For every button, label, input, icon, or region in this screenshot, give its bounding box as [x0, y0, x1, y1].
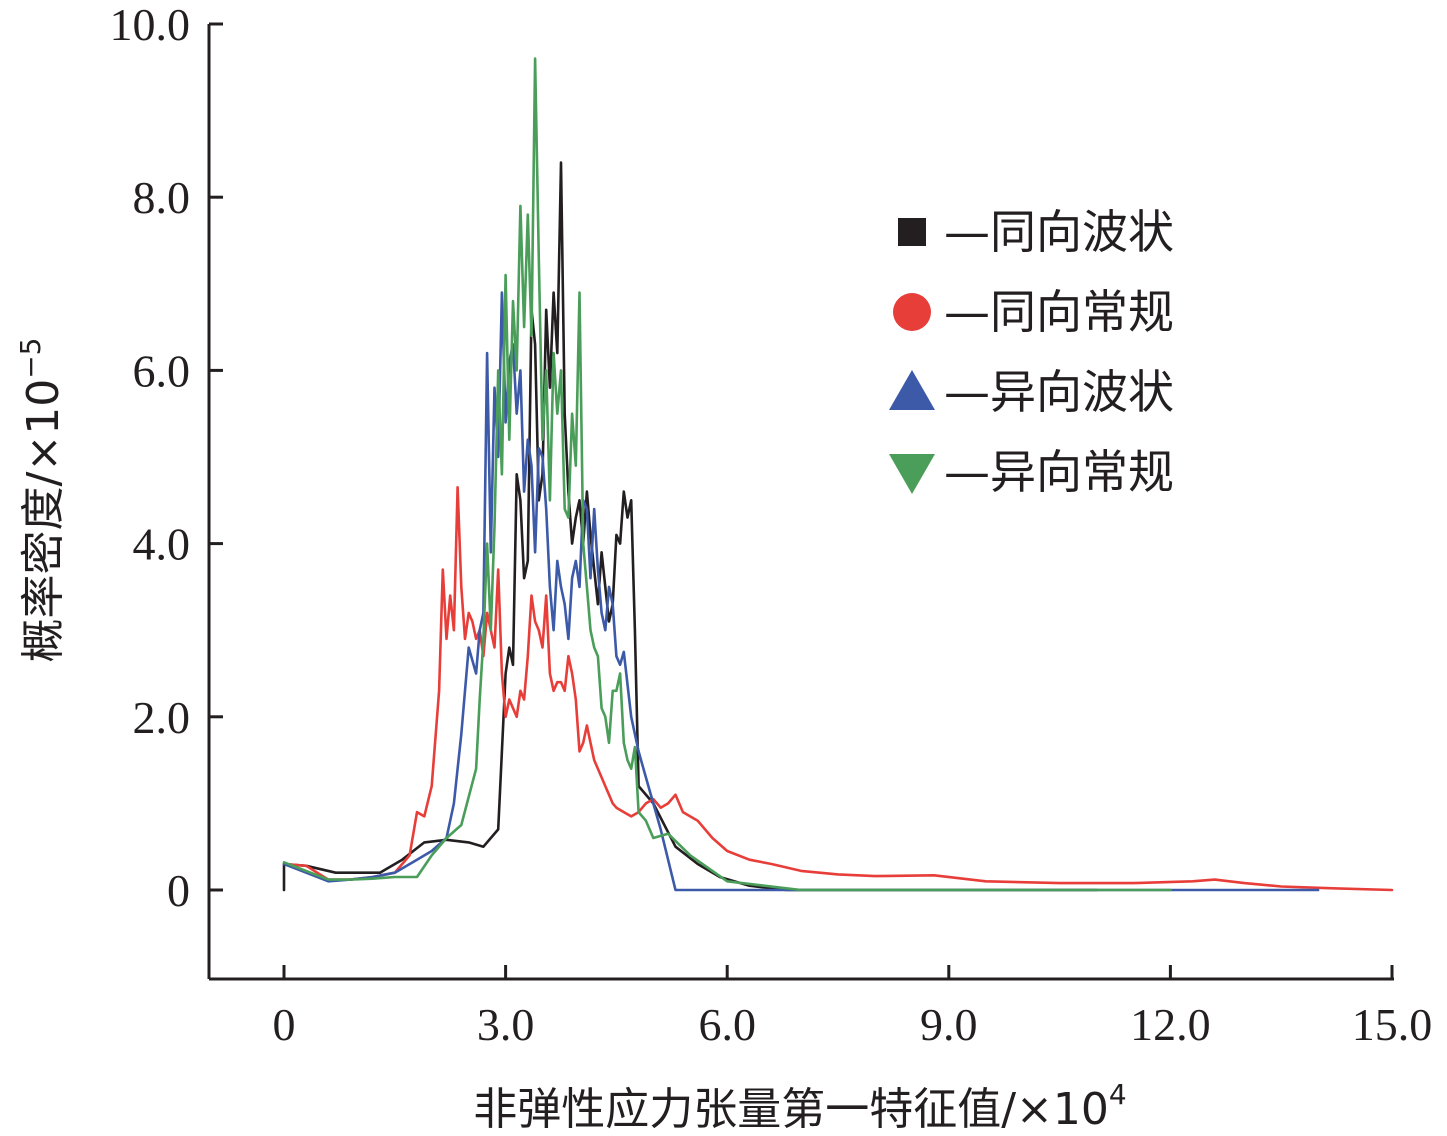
legend-marker-triangle-down [889, 454, 935, 494]
legend: —同向波状 —同向常规 —异向波状 —异向常规 [889, 205, 1174, 499]
y-axis-title-text: 概率密度/×10 [18, 379, 69, 663]
legend-marker-triangle-up [889, 370, 935, 410]
series-line-2 [282, 486, 1394, 892]
x-axis-title: 非弹性应力张量第一特征值/×104 [473, 1078, 1127, 1135]
y-tick-label: 10.0 [110, 0, 191, 50]
x-tick-label: 3.0 [477, 999, 535, 1050]
legend-marker-circle [893, 293, 931, 331]
y-tick-label: 4.0 [133, 519, 191, 570]
y-tick-label: 0 [167, 865, 190, 916]
series-layer [282, 57, 1394, 892]
x-tick-label: 0 [273, 999, 296, 1050]
series-line-4 [282, 57, 1172, 892]
legend-label: —异向常规 [944, 445, 1174, 499]
x-axis-title-text: 非弹性应力张量第一特征值/×10 [473, 1084, 1109, 1135]
x-ticks: 0 3.0 6.0 9.0 12.0 15.0 [273, 965, 1433, 1050]
y-tick-label: 6.0 [133, 345, 191, 396]
legend-label: —异向波状 [944, 365, 1174, 419]
y-tick-label: 2.0 [133, 692, 191, 743]
series-line-1 [282, 161, 1098, 892]
x-tick-label: 9.0 [920, 999, 978, 1050]
series-line-3 [282, 291, 1320, 892]
legend-label: —同向常规 [944, 285, 1174, 339]
y-ticks: 0 2.0 4.0 6.0 8.0 10.0 [110, 0, 223, 916]
y-axis-title-exponent: −5 [14, 338, 47, 379]
legend-marker-square [898, 218, 926, 246]
x-axis-title-exponent: 4 [1109, 1078, 1127, 1111]
svg-text:概率密度/×10−5: 概率密度/×10−5 [14, 338, 69, 663]
x-tick-label: 12.0 [1130, 999, 1211, 1050]
y-tick-label: 8.0 [133, 172, 191, 223]
x-tick-label: 6.0 [698, 999, 756, 1050]
y-axis-title: 概率密度/×10−5 [14, 338, 69, 663]
legend-label: —同向波状 [944, 205, 1174, 259]
axes [207, 24, 1394, 981]
x-tick-label: 15.0 [1352, 999, 1433, 1050]
